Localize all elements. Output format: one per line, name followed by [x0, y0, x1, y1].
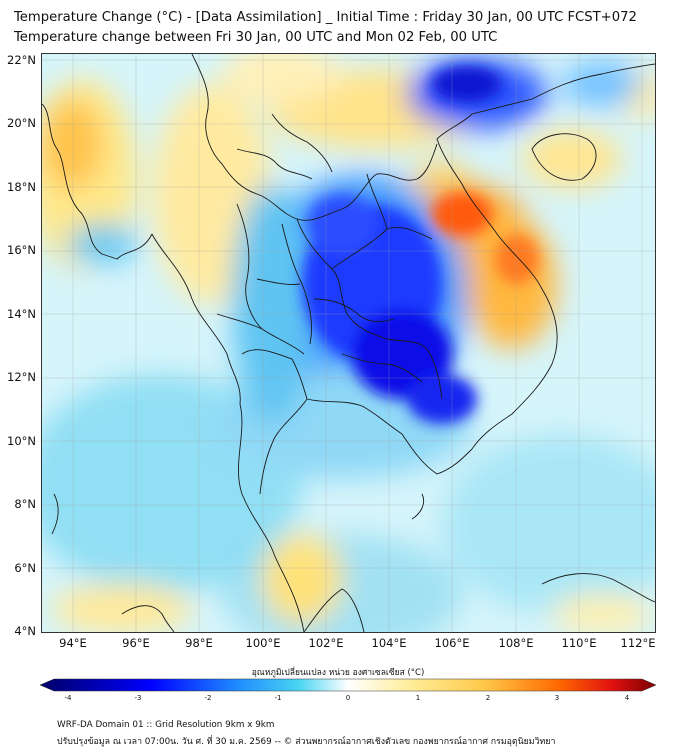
lat-label: 22°N	[7, 53, 36, 67]
lat-label: 8°N	[14, 497, 36, 511]
strong-anomaly-cores	[302, 66, 539, 424]
graticule	[42, 54, 655, 632]
map-panel	[41, 53, 656, 633]
lat-label: 14°N	[7, 307, 36, 321]
lat-label: 16°N	[7, 243, 36, 257]
colorbar	[40, 678, 656, 692]
lon-label: 104°E	[371, 636, 407, 650]
lon-label: 102°E	[308, 636, 344, 650]
colorbar-tick: 2	[485, 694, 491, 702]
colorbar-tick: 4	[624, 694, 630, 702]
colorbar-tick: -4	[64, 694, 72, 702]
colorbar-tick: 3	[554, 694, 560, 702]
map-subtitle: Temperature change between Fri 30 Jan, 0…	[14, 30, 498, 45]
lon-label: 108°E	[498, 636, 534, 650]
lon-label: 96°E	[122, 636, 150, 650]
lon-label: 94°E	[59, 636, 87, 650]
lon-label: 110°E	[561, 636, 597, 650]
lon-label: 98°E	[185, 636, 213, 650]
lon-label: 112°E	[620, 636, 656, 650]
footer-model-info: WRF-DA Domain 01 :: Grid Resolution 9km …	[57, 720, 275, 730]
colorbar-tick: -1	[274, 694, 282, 702]
lat-label: 18°N	[7, 180, 36, 194]
temperature-change-field	[42, 54, 655, 632]
colorbar-title: อุณหภูมิเปลี่ยนแปลง หน่วย องศาเซลเซียส (…	[251, 668, 425, 678]
map-title: Temperature Change (°C) - [Data Assimila…	[14, 10, 637, 25]
colorbar-tick: -2	[204, 694, 212, 702]
lat-label: 4°N	[14, 624, 36, 638]
colorbar-tick: 1	[415, 694, 421, 702]
lon-label: 100°E	[245, 636, 281, 650]
lat-label: 12°N	[7, 370, 36, 384]
coastlines-and-borders	[42, 54, 655, 632]
lat-label: 6°N	[14, 561, 36, 575]
footer-credit: ปรับปรุงข้อมูล ณ เวลา 07:00น. วัน ศ. ที่…	[57, 737, 556, 747]
lat-label: 10°N	[7, 434, 36, 448]
colorbar-tick: 0	[345, 694, 351, 702]
colorbar-tick: -3	[134, 694, 142, 702]
lat-label: 20°N	[7, 116, 36, 130]
lon-label: 106°E	[434, 636, 470, 650]
